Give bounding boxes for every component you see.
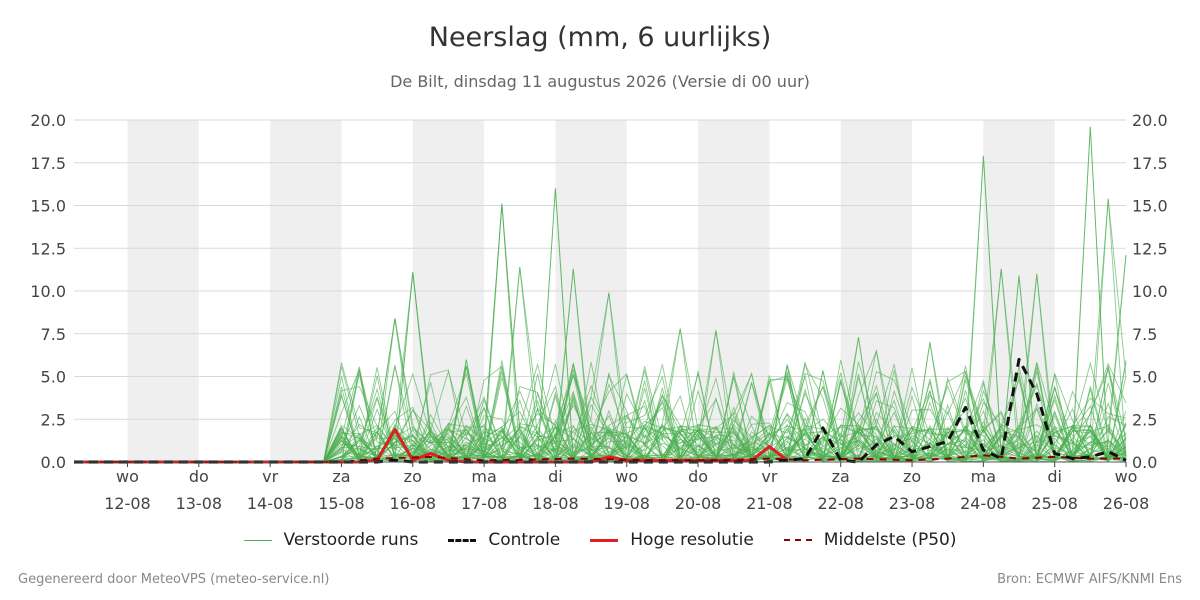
legend-swatch-darkred-dashed bbox=[783, 539, 812, 541]
y-tick-label-right: 15.0 bbox=[1132, 197, 1168, 216]
legend-item-hoge-resolutie[interactable]: Hoge resolutie bbox=[590, 530, 754, 550]
x-tick-day: zo bbox=[903, 467, 921, 486]
x-tick-date: 24-08 bbox=[960, 494, 1007, 513]
x-tick-date: 17-08 bbox=[461, 494, 508, 513]
legend-swatch-green-thin bbox=[243, 539, 272, 541]
y-tick-label-left: 5.0 bbox=[41, 368, 66, 387]
legend-swatch-red-solid bbox=[590, 538, 619, 542]
legend-item-middelste[interactable]: Middelste (P50) bbox=[783, 530, 957, 550]
x-tick-date: 15-08 bbox=[318, 494, 365, 513]
x-tick-date: 19-08 bbox=[603, 494, 650, 513]
y-tick-label-right: 20.0 bbox=[1132, 111, 1168, 130]
y-tick-label-right: 7.5 bbox=[1132, 325, 1157, 344]
x-tick-day: vr bbox=[262, 467, 278, 486]
y-tick-label-left: 20.0 bbox=[30, 111, 66, 130]
legend-label: Verstoorde runs bbox=[283, 530, 419, 550]
x-tick-day: do bbox=[189, 467, 209, 486]
footer-generator: Gegenereerd door MeteoVPS (meteo-service… bbox=[18, 572, 330, 587]
legend-label: Middelste (P50) bbox=[823, 530, 957, 550]
y-tick-label-left: 10.0 bbox=[30, 282, 66, 301]
x-tick-date: 20-08 bbox=[675, 494, 722, 513]
x-tick-day: di bbox=[548, 467, 563, 486]
legend-label: Controle bbox=[488, 530, 561, 550]
x-tick-day: wo bbox=[1115, 467, 1138, 486]
x-tick-date: 22-08 bbox=[817, 494, 864, 513]
y-tick-label-right: 5.0 bbox=[1132, 368, 1157, 387]
x-tick-date: 12-08 bbox=[104, 494, 151, 513]
chart-subtitle: De Bilt, dinsdag 11 augustus 2026 (Versi… bbox=[390, 72, 810, 91]
footer-source: Bron: ECMWF AIFS/KNMI Ens bbox=[997, 572, 1182, 587]
x-tick-day: wo bbox=[615, 467, 638, 486]
x-tick-day: zo bbox=[404, 467, 422, 486]
x-tick-date: 18-08 bbox=[532, 494, 579, 513]
x-tick-day: ma bbox=[471, 467, 496, 486]
y-tick-label-right: 17.5 bbox=[1132, 154, 1168, 173]
x-tick-date: 23-08 bbox=[889, 494, 936, 513]
axes: 0.0 0.0 2.5 2.5 5.0 5.0 7.5 7.5 10.0 10.0 12.5 12.5… bbox=[30, 111, 1167, 513]
legend-item-verstoorde-runs[interactable]: Verstoorde runs bbox=[243, 530, 419, 550]
x-tick-date: 16-08 bbox=[390, 494, 437, 513]
y-tick-label-right: 12.5 bbox=[1132, 239, 1168, 258]
legend: Verstoorde runs Controle Hoge resolutie … bbox=[0, 530, 1200, 550]
x-tick-date: 26-08 bbox=[1103, 494, 1150, 513]
main-series bbox=[74, 357, 1127, 464]
x-tick-day: di bbox=[1047, 467, 1062, 486]
y-tick-label-left: 0.0 bbox=[41, 453, 66, 472]
x-tick-date: 21-08 bbox=[746, 494, 793, 513]
legend-swatch-black-dashed bbox=[448, 538, 477, 542]
x-tick-day: wo bbox=[116, 467, 139, 486]
y-tick-label-left: 7.5 bbox=[41, 325, 66, 344]
x-tick-day: do bbox=[688, 467, 708, 486]
legend-label: Hoge resolutie bbox=[630, 530, 754, 550]
x-tick-date: 13-08 bbox=[176, 494, 223, 513]
x-tick-day: vr bbox=[761, 467, 777, 486]
y-tick-label-left: 12.5 bbox=[30, 239, 66, 258]
y-tick-label-right: 10.0 bbox=[1132, 282, 1168, 301]
y-tick-label-left: 17.5 bbox=[30, 154, 66, 173]
chart-title: Neerslag (mm, 6 uurlijks) bbox=[428, 22, 772, 53]
y-tick-label-right: 0.0 bbox=[1132, 453, 1157, 472]
legend-item-controle[interactable]: Controle bbox=[448, 530, 560, 550]
x-tick-date: 14-08 bbox=[247, 494, 294, 513]
y-tick-label-left: 2.5 bbox=[41, 410, 66, 429]
x-tick-day: za bbox=[832, 467, 850, 486]
x-tick-day: ma bbox=[971, 467, 996, 486]
x-tick-date: 25-08 bbox=[1031, 494, 1078, 513]
series-line-middelste-p50 bbox=[74, 454, 1126, 463]
y-tick-label-left: 15.0 bbox=[30, 197, 66, 216]
y-tick-label-right: 2.5 bbox=[1132, 410, 1157, 429]
x-tick-day: za bbox=[332, 467, 350, 486]
